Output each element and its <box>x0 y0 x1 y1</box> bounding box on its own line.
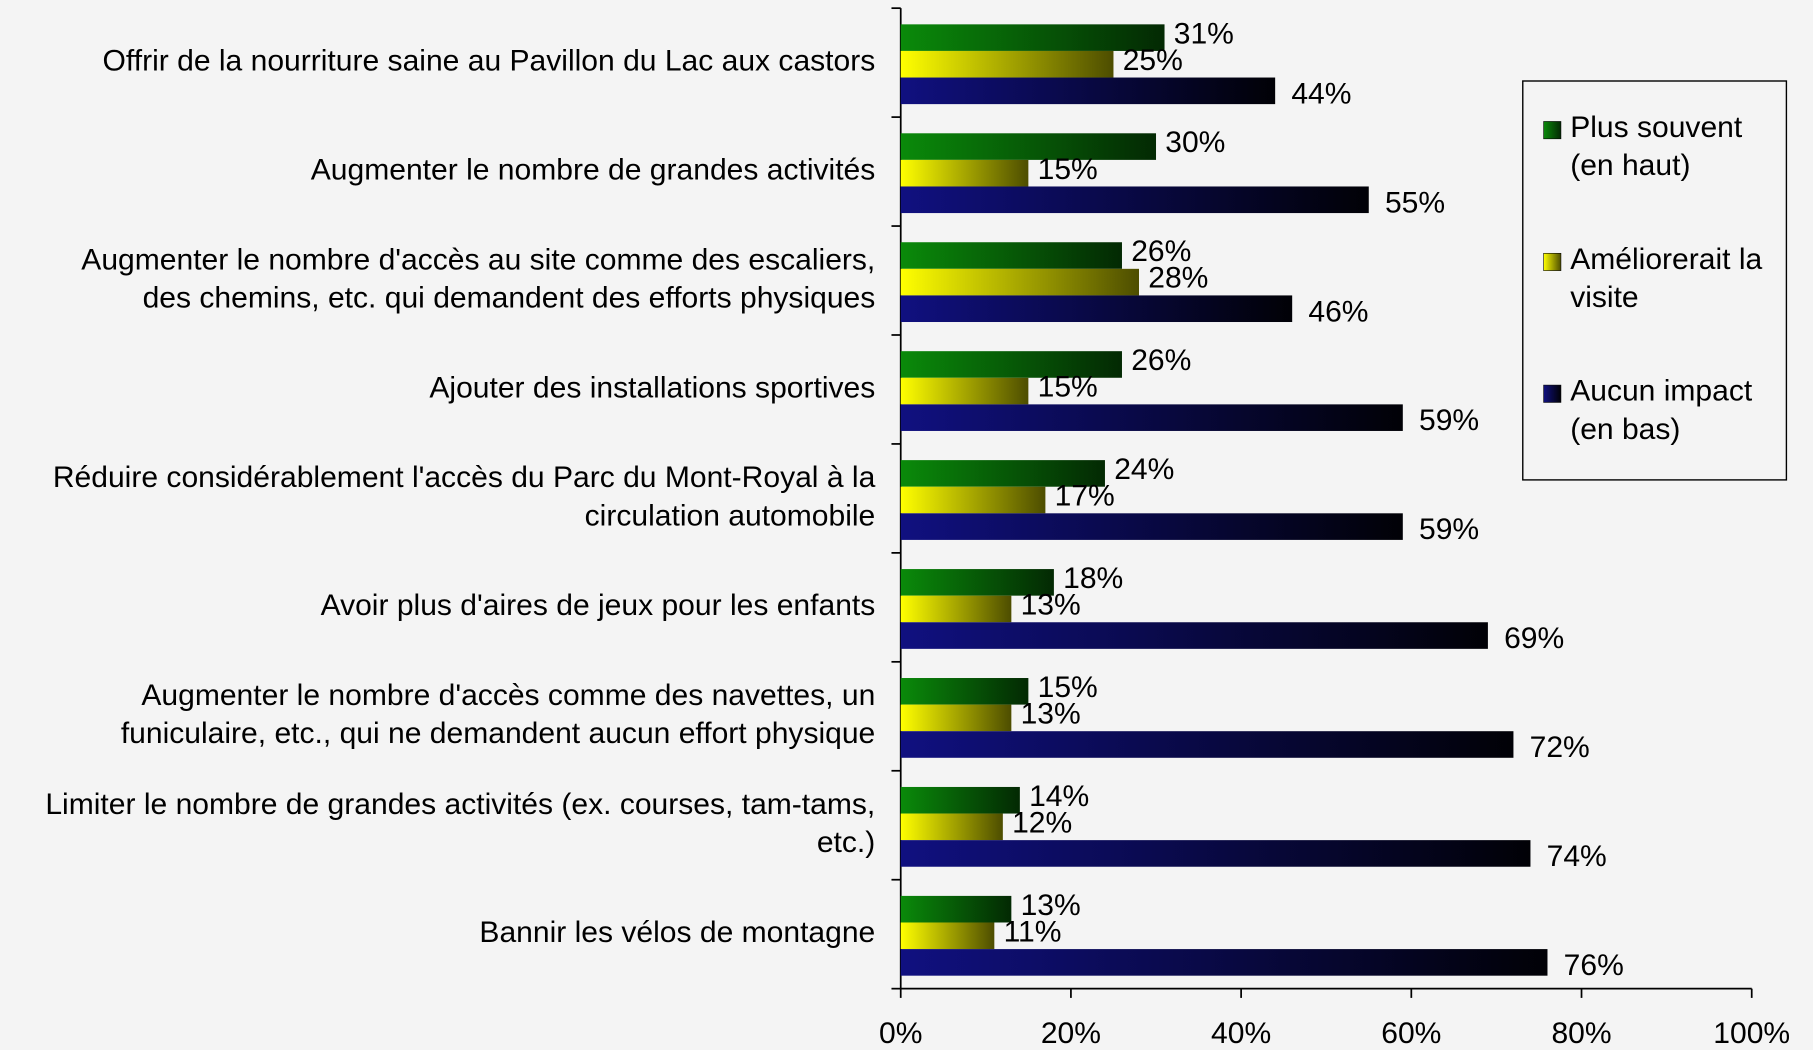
category-label: Augmenter le nombre de grandes activités <box>311 153 876 186</box>
legend-label: Aucun impact (en bas) <box>1570 375 1753 446</box>
category-label: Augmenter le nombre d'accès au site comm… <box>81 243 875 314</box>
bar <box>900 295 1293 323</box>
bar <box>900 377 1029 405</box>
bar <box>900 351 1122 378</box>
bar <box>900 813 1003 841</box>
value-label: 14% <box>1029 780 1089 813</box>
bar <box>900 268 1139 296</box>
value-label: 12% <box>1012 806 1072 839</box>
bar <box>900 786 1020 814</box>
legend-swatch <box>1543 384 1562 403</box>
bar <box>900 50 1114 78</box>
value-label: 74% <box>1547 840 1607 873</box>
bar <box>900 622 1488 649</box>
legend-swatch <box>1543 252 1562 271</box>
value-label: 26% <box>1131 235 1191 268</box>
category-label: Bannir les vélos de montagne <box>479 916 875 949</box>
x-tick-label: 20% <box>1041 1017 1101 1050</box>
value-label: 44% <box>1291 77 1351 110</box>
value-label: 15% <box>1038 153 1098 186</box>
x-tick-label: 40% <box>1211 1017 1271 1050</box>
legend-box <box>1522 80 1788 481</box>
bar <box>900 404 1403 431</box>
x-tick-label: 80% <box>1551 1017 1611 1050</box>
value-label: 46% <box>1308 295 1368 328</box>
x-tick-label: 100% <box>1713 1017 1790 1050</box>
value-label: 76% <box>1564 949 1624 982</box>
value-label: 15% <box>1038 671 1098 704</box>
bar <box>900 949 1548 976</box>
bar <box>900 922 995 950</box>
value-label: 55% <box>1385 186 1445 219</box>
category-label: Augmenter le nombre d'accès comme des na… <box>121 679 875 750</box>
legend-label: Plus souvent (en haut) <box>1570 111 1743 182</box>
value-label: 13% <box>1021 889 1081 922</box>
value-label: 11% <box>1004 915 1062 948</box>
value-label: 17% <box>1055 480 1115 513</box>
bar <box>900 595 1012 623</box>
bar <box>900 460 1105 487</box>
value-label: 28% <box>1148 262 1208 295</box>
category-label: Limiter le nombre de grandes activités (… <box>45 788 875 859</box>
bar <box>900 840 1531 867</box>
value-label: 59% <box>1419 513 1479 546</box>
value-label: 24% <box>1114 453 1174 486</box>
category-label: Avoir plus d'aires de jeux pour les enfa… <box>321 589 876 622</box>
x-tick-label: 0% <box>879 1017 922 1050</box>
category-label: Offrir de la nourriture saine au Pavillo… <box>103 44 876 77</box>
bar <box>900 678 1029 705</box>
bar <box>900 569 1054 596</box>
bar <box>900 133 1157 160</box>
value-label: 25% <box>1123 44 1183 77</box>
bar <box>900 159 1029 187</box>
value-label: 31% <box>1174 17 1234 50</box>
value-label: 72% <box>1530 731 1590 764</box>
value-label: 18% <box>1063 562 1123 595</box>
legend-swatch <box>1543 121 1562 140</box>
bar <box>900 24 1165 51</box>
bar <box>900 186 1369 214</box>
x-tick-label: 60% <box>1381 1017 1441 1050</box>
value-label: 26% <box>1131 344 1191 377</box>
bar <box>900 513 1403 540</box>
bar <box>900 895 1012 923</box>
value-label: 59% <box>1419 404 1479 437</box>
category-label: Réduire considérablement l'accès du Parc… <box>53 461 876 532</box>
bar <box>900 704 1012 732</box>
bar <box>900 486 1046 514</box>
value-label: 15% <box>1038 371 1098 404</box>
value-label: 69% <box>1504 622 1564 655</box>
bar <box>900 242 1122 269</box>
bar <box>900 731 1514 758</box>
legend-label: Améliorerait la visite <box>1570 243 1762 314</box>
value-label: 13% <box>1021 698 1081 731</box>
bar <box>900 77 1276 105</box>
value-label: 13% <box>1021 589 1081 622</box>
value-label: 30% <box>1165 126 1225 159</box>
category-label: Ajouter des installations sportives <box>429 371 875 404</box>
